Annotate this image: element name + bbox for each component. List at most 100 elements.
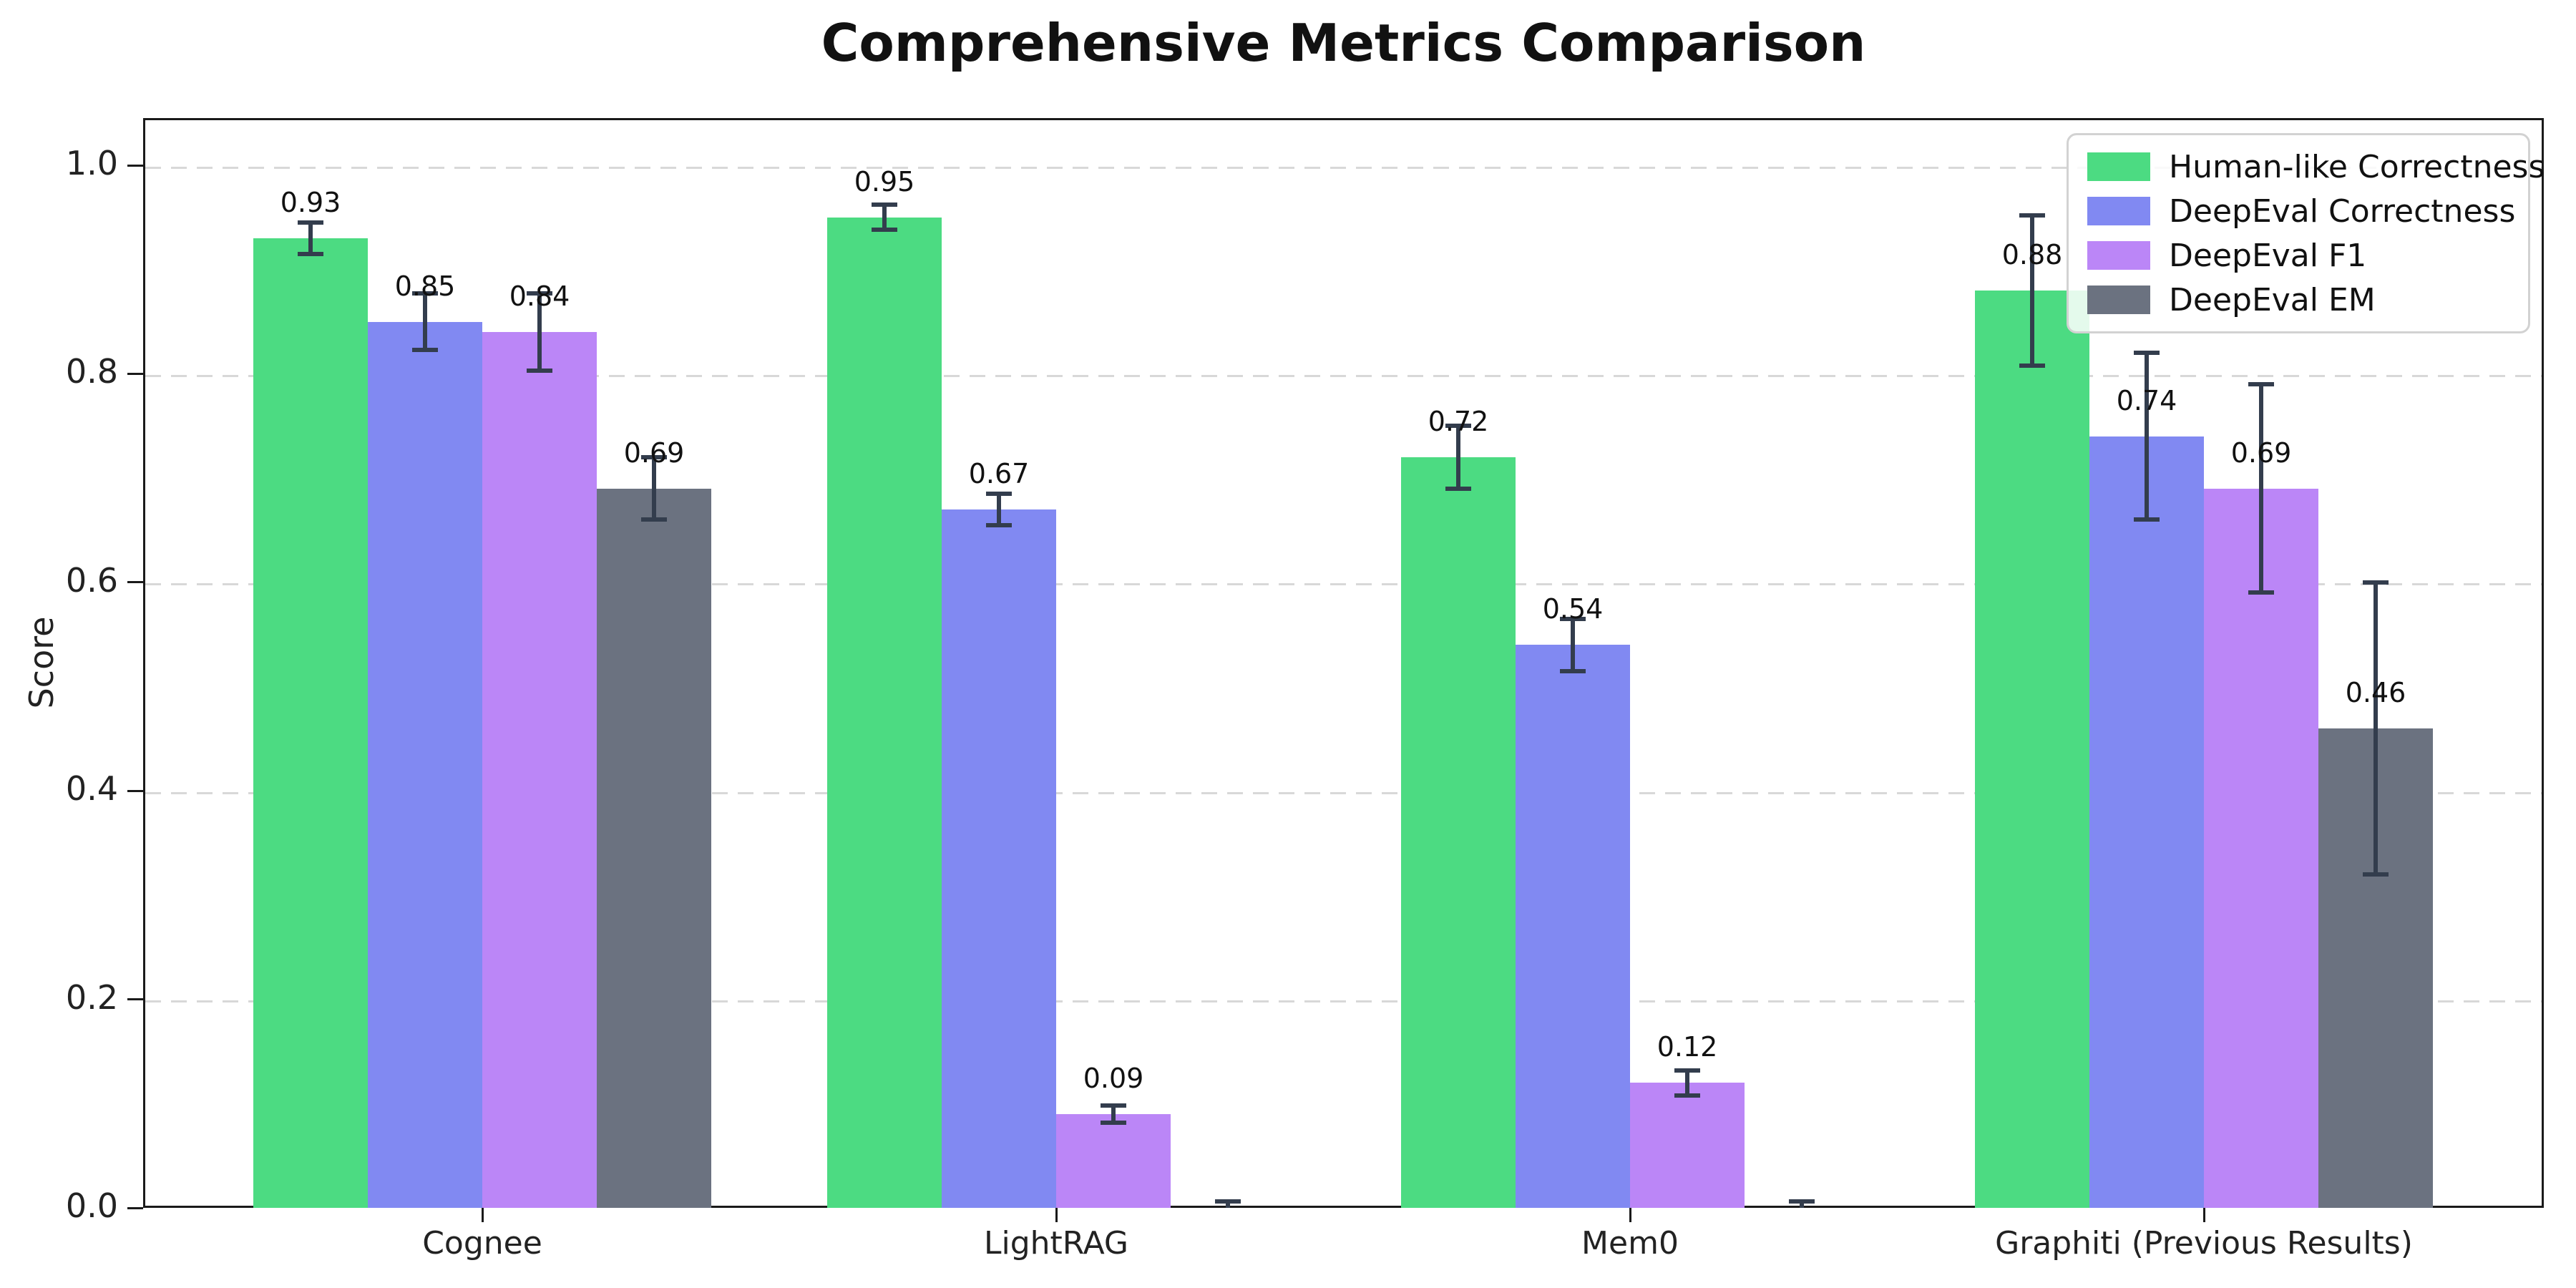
legend-color-swatch [2087, 241, 2150, 270]
error-bar-top-cap [527, 291, 552, 296]
error-bar-bottom-cap [1445, 486, 1471, 491]
bar-value-label: 0.54 [1542, 593, 1604, 625]
bar [1401, 457, 1516, 1208]
x-tick-mark [481, 1208, 484, 1222]
error-bar-top-cap [986, 491, 1012, 496]
y-tick-label: 0.4 [65, 769, 118, 809]
error-bar-bottom-cap [986, 522, 1012, 527]
error-bar [537, 293, 542, 371]
legend-item: Human-like Correctness [2087, 148, 2545, 185]
error-bar [2373, 582, 2378, 874]
bar-value-label: 0.72 [1428, 405, 1489, 437]
gridline [145, 583, 2542, 586]
error-bar [2259, 384, 2263, 593]
error-bar-top-cap [1445, 424, 1471, 429]
error-bar [308, 223, 313, 254]
bar [368, 321, 482, 1208]
error-bar-top-cap [298, 220, 323, 225]
bar [597, 488, 711, 1208]
error-bar-bottom-cap [2019, 363, 2045, 368]
error-bar [1685, 1070, 1689, 1096]
bar [253, 238, 368, 1208]
error-bar [1800, 1201, 1804, 1208]
y-tick-label: 0.6 [65, 560, 118, 600]
error-bar-top-cap [2019, 213, 2045, 218]
y-tick-label: 1.0 [65, 144, 118, 182]
x-tick-label: Cognee [422, 1225, 542, 1262]
x-tick-label: Graphiti (Previous Results) [1995, 1225, 2413, 1262]
error-bar-bottom-cap [2248, 590, 2274, 595]
error-bar-bottom-cap [2363, 872, 2389, 877]
bar [1516, 645, 1630, 1208]
error-bar [2030, 215, 2034, 366]
legend-item-label: DeepEval EM [2169, 281, 2376, 318]
bar [2089, 436, 2204, 1208]
legend-item-label: DeepEval Correctness [2169, 192, 2516, 230]
bar-value-label: 0.69 [623, 436, 685, 469]
legend-item: DeepEval EM [2087, 281, 2509, 318]
bar [1975, 290, 2089, 1208]
bar-value-label: 0.67 [968, 457, 1030, 489]
error-bar-top-cap [1789, 1199, 1815, 1204]
x-tick-mark [1055, 1208, 1058, 1222]
y-tick-label: 0.2 [65, 977, 118, 1017]
bar-value-label: 0.12 [1657, 1031, 1718, 1063]
error-bar-top-cap [641, 454, 667, 459]
bar-value-label: 0.74 [2116, 384, 2177, 416]
error-bar-bottom-cap [641, 517, 667, 522]
gridline [145, 374, 2542, 377]
error-bar-top-cap [1101, 1103, 1126, 1108]
gridline [145, 1000, 2542, 1003]
y-axis-label: Score [22, 616, 61, 709]
y-tick-mark [127, 581, 143, 584]
error-bar-top-cap [412, 291, 438, 296]
chart-title: Comprehensive Metrics Comparison [821, 13, 1866, 73]
x-tick-mark [1629, 1208, 1631, 1222]
error-bar [423, 293, 427, 350]
error-bar-top-cap [1674, 1068, 1700, 1073]
bar [2204, 488, 2318, 1208]
gridline [145, 166, 2542, 169]
error-bar-top-cap [2134, 351, 2160, 356]
y-tick-mark [127, 998, 143, 1001]
x-tick-mark [2202, 1208, 2205, 1222]
error-bar [2145, 353, 2149, 520]
x-tick-label: Mem0 [1581, 1225, 1679, 1262]
bar [1056, 1113, 1171, 1208]
error-bar [1456, 426, 1460, 489]
error-bar [652, 457, 656, 520]
legend-item-label: Human-like Correctness [2169, 148, 2545, 185]
bar-value-label: 0.46 [2345, 676, 2406, 708]
error-bar-bottom-cap [872, 228, 897, 233]
bar [1630, 1083, 1745, 1208]
error-bar-top-cap [1215, 1199, 1241, 1204]
error-bar-top-cap [1560, 616, 1586, 621]
error-bar [1226, 1201, 1230, 1208]
bar [942, 509, 1056, 1208]
error-bar-top-cap [2363, 580, 2389, 585]
error-bar-bottom-cap [1101, 1120, 1126, 1125]
y-tick-mark [127, 372, 143, 375]
bar-value-label: 0.95 [854, 165, 915, 197]
y-tick-label: 0.8 [65, 352, 118, 391]
bar-value-label: 0.85 [394, 270, 456, 302]
y-tick-mark [127, 1206, 143, 1209]
legend-color-swatch [2087, 197, 2150, 225]
bar [827, 217, 942, 1208]
error-bar [997, 493, 1001, 525]
bar-value-label: 0.93 [280, 186, 341, 218]
error-bar-bottom-cap [298, 251, 323, 256]
y-tick-mark [127, 789, 143, 792]
bar-value-label: 0.84 [509, 280, 570, 313]
error-bar-bottom-cap [527, 369, 552, 374]
error-bar-bottom-cap [1674, 1093, 1700, 1098]
error-bar [1111, 1106, 1116, 1123]
legend-item-label: DeepEval F1 [2169, 237, 2367, 274]
bar-value-label: 0.69 [2230, 436, 2292, 469]
error-bar-bottom-cap [1560, 668, 1586, 673]
gridline [145, 791, 2542, 794]
error-bar [882, 205, 887, 230]
bar-value-label: 0.88 [2001, 238, 2063, 270]
legend: Human-like Correctness DeepEval Correctne… [2067, 133, 2545, 333]
